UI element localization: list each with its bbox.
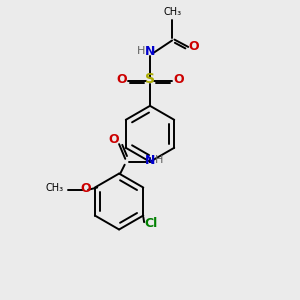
Text: Cl: Cl	[144, 217, 157, 230]
Text: CH₃: CH₃	[163, 7, 181, 17]
Text: O: O	[173, 73, 184, 86]
Text: O: O	[116, 73, 127, 86]
Text: S: S	[145, 72, 155, 86]
Text: O: O	[109, 133, 119, 146]
Text: H: H	[137, 46, 146, 56]
Text: N: N	[145, 45, 155, 58]
Text: H: H	[154, 155, 163, 165]
Text: CH₃: CH₃	[45, 183, 63, 193]
Text: O: O	[189, 40, 200, 53]
Text: O: O	[80, 182, 91, 195]
Text: N: N	[145, 154, 155, 167]
